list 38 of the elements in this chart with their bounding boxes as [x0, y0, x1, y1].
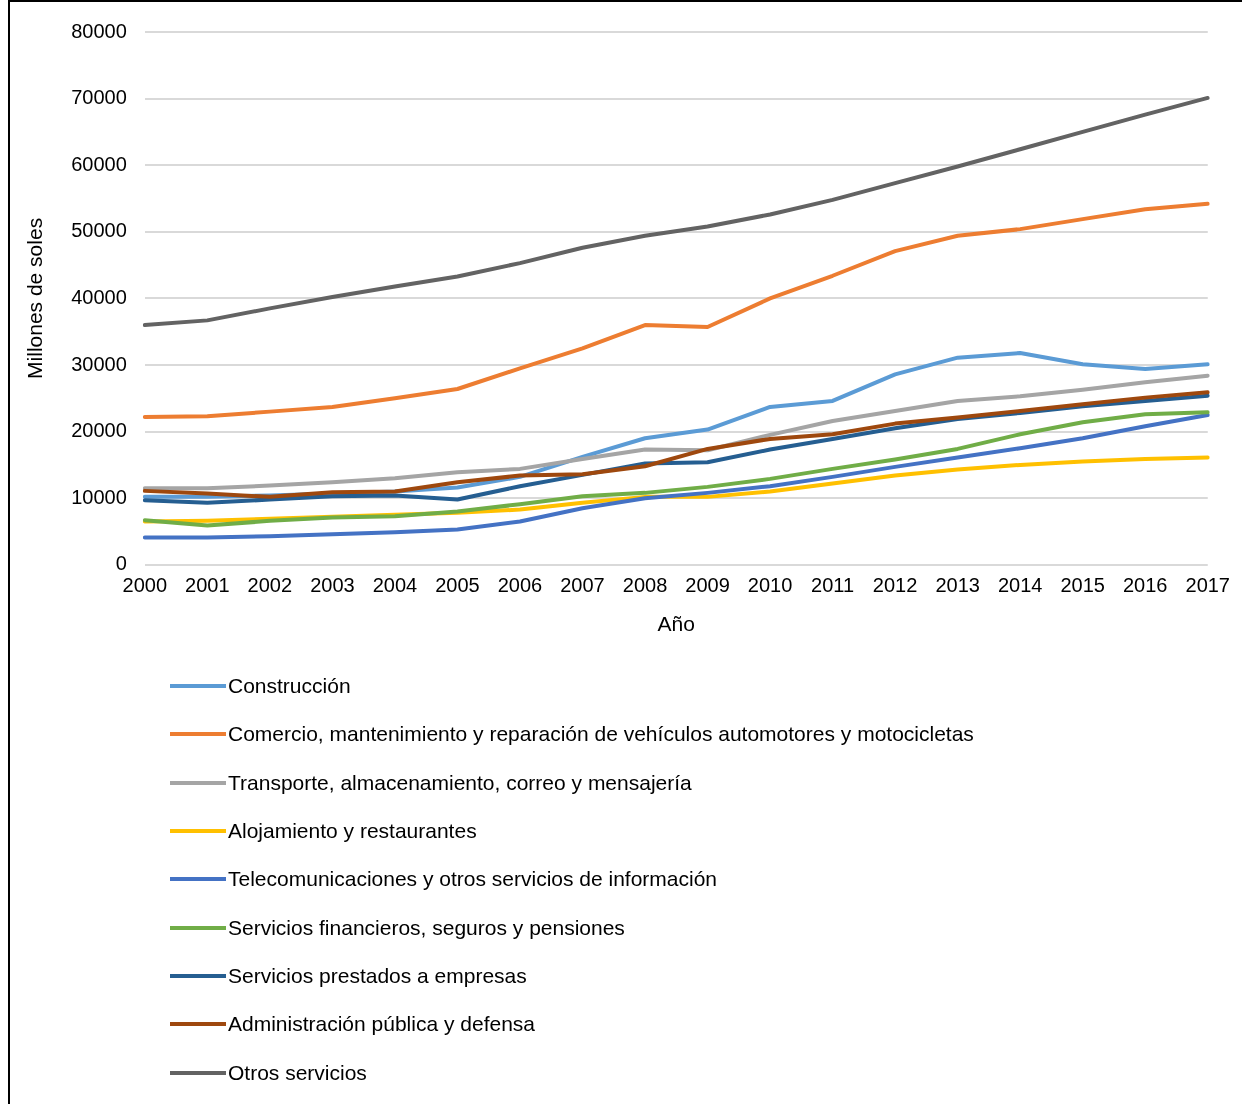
x-tick-label: 2001: [185, 574, 230, 597]
legend-label: Alojamiento y restaurantes: [228, 819, 477, 844]
legend-label: Comercio, mantenimiento y reparación de vehículos automotores y motocicletas: [228, 722, 974, 747]
x-tick-label: 2005: [435, 574, 480, 597]
x-tick-label: 2010: [747, 574, 793, 597]
y-tick-label: 20000: [71, 419, 127, 442]
y-tick-label: 50000: [71, 219, 127, 242]
y-tick-label: 0: [115, 552, 127, 575]
y-tick-label: 30000: [71, 352, 127, 375]
legend-label: Construcción: [228, 674, 351, 699]
y-tick-label: 70000: [71, 86, 127, 109]
x-tick-label: 2000: [122, 574, 168, 597]
x-tick-label: 2002: [247, 574, 293, 597]
x-tick-label: 2015: [1060, 574, 1105, 597]
legend-label: Otros servicios: [228, 1060, 367, 1085]
y-tick-label: 60000: [71, 152, 127, 175]
y-tick-label: 40000: [71, 285, 127, 308]
x-tick-label: 2008: [622, 574, 668, 597]
legend-label: Servicios financieros, seguros y pensiones: [228, 915, 625, 940]
x-tick-label: 2013: [935, 574, 980, 597]
x-tick-label: 2012: [872, 574, 918, 597]
x-tick-label: 2003: [310, 574, 355, 597]
x-tick-label: 2004: [372, 574, 418, 597]
legend-label: Telecomunicaciones y otros servicios de información: [228, 867, 718, 892]
legend-label: Servicios prestados a empresas: [228, 963, 527, 988]
legend-label: Transporte, almacenamiento, correo y mensajería: [228, 770, 692, 795]
x-tick-label: 2006: [497, 574, 543, 597]
legend-label: Administración pública y defensa: [228, 1012, 536, 1037]
x-tick-label: 2007: [560, 574, 605, 597]
x-tick-label: 2014: [997, 574, 1043, 597]
x-tick-label: 2011: [811, 574, 855, 597]
y-axis-title: Millones de soles: [23, 217, 47, 379]
y-tick-label: 80000: [71, 19, 127, 42]
x-tick-label: 2016: [1122, 574, 1168, 597]
x-tick-label: 2017: [1185, 574, 1230, 597]
x-axis-title: Año: [657, 612, 695, 636]
y-tick-label: 10000: [71, 485, 127, 508]
x-tick-label: 2009: [685, 574, 730, 597]
